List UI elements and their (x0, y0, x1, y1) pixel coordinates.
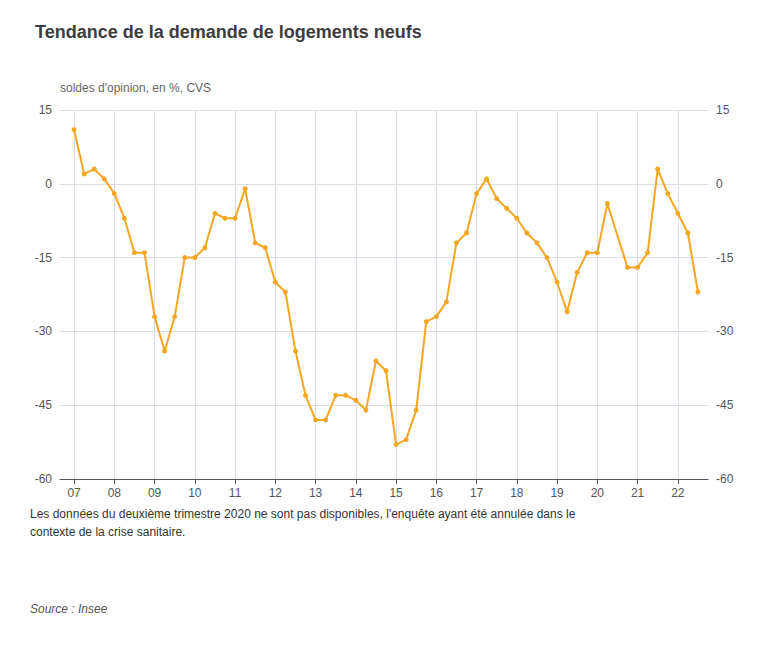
svg-text:contexte de la crise sanitaire: contexte de la crise sanitaire. (30, 525, 185, 539)
svg-text:19: 19 (550, 486, 564, 500)
svg-text:-60: -60 (716, 472, 734, 486)
svg-text:21: 21 (631, 486, 645, 500)
svg-text:07: 07 (67, 486, 81, 500)
svg-text:-60: -60 (35, 472, 53, 486)
svg-text:Tendance de la demande de loge: Tendance de la demande de logements neuf… (35, 22, 422, 42)
svg-text:15: 15 (716, 103, 730, 117)
svg-text:-15: -15 (35, 251, 53, 265)
svg-text:22: 22 (671, 486, 685, 500)
svg-text:Source : Insee: Source : Insee (30, 602, 108, 616)
svg-text:12: 12 (269, 486, 283, 500)
svg-text:18: 18 (510, 486, 524, 500)
svg-text:08: 08 (108, 486, 122, 500)
svg-text:0: 0 (716, 177, 723, 191)
svg-text:-30: -30 (35, 324, 53, 338)
svg-text:Les données du deuxième trimes: Les données du deuxième trimestre 2020 n… (30, 507, 576, 521)
svg-text:-45: -45 (35, 398, 53, 412)
svg-text:-30: -30 (716, 324, 734, 338)
svg-text:15: 15 (39, 103, 53, 117)
svg-text:10: 10 (188, 486, 202, 500)
svg-text:17: 17 (470, 486, 484, 500)
svg-text:soldes d'opinion, en %, CVS: soldes d'opinion, en %, CVS (60, 81, 211, 95)
svg-text:13: 13 (309, 486, 323, 500)
svg-text:0: 0 (45, 177, 52, 191)
svg-text:-45: -45 (716, 398, 734, 412)
svg-text:14: 14 (349, 486, 363, 500)
svg-text:-15: -15 (716, 251, 734, 265)
svg-text:15: 15 (389, 486, 403, 500)
svg-text:16: 16 (430, 486, 444, 500)
svg-text:20: 20 (591, 486, 605, 500)
svg-text:09: 09 (148, 486, 162, 500)
svg-text:11: 11 (229, 486, 242, 500)
